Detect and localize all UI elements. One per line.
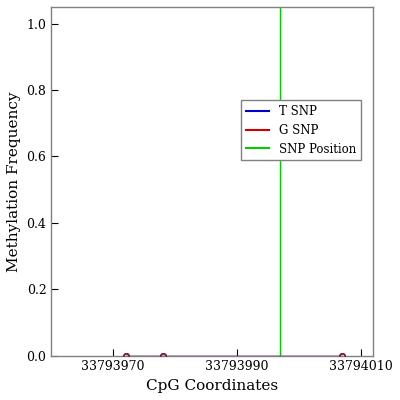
Legend: T SNP, G SNP, SNP Position: T SNP, G SNP, SNP Position <box>241 100 361 160</box>
Y-axis label: Methylation Frequency: Methylation Frequency <box>7 91 21 272</box>
X-axis label: CpG Coordinates: CpG Coordinates <box>146 379 278 393</box>
